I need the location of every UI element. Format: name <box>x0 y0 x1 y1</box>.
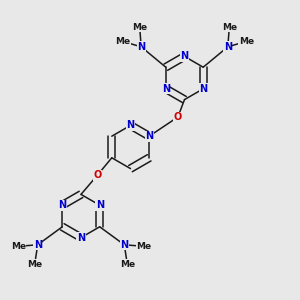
Text: N: N <box>96 200 104 210</box>
Text: Me: Me <box>222 23 237 32</box>
Text: N: N <box>180 51 189 62</box>
Text: Me: Me <box>11 242 26 251</box>
Text: N: N <box>137 42 145 52</box>
Text: N: N <box>145 131 153 141</box>
Text: N: N <box>224 42 232 52</box>
Text: Me: Me <box>136 242 152 251</box>
Text: Me: Me <box>27 260 42 269</box>
Text: N: N <box>34 240 42 250</box>
Text: N: N <box>77 232 85 243</box>
Text: N: N <box>120 240 128 250</box>
Text: Me: Me <box>239 37 254 46</box>
Text: N: N <box>162 84 170 94</box>
Text: O: O <box>174 112 182 122</box>
Text: N: N <box>58 200 66 210</box>
Text: N: N <box>199 84 207 94</box>
Text: O: O <box>93 170 101 180</box>
Text: N: N <box>126 120 135 130</box>
Text: Me: Me <box>115 37 130 46</box>
Text: Me: Me <box>120 260 135 269</box>
Text: Me: Me <box>132 23 147 32</box>
